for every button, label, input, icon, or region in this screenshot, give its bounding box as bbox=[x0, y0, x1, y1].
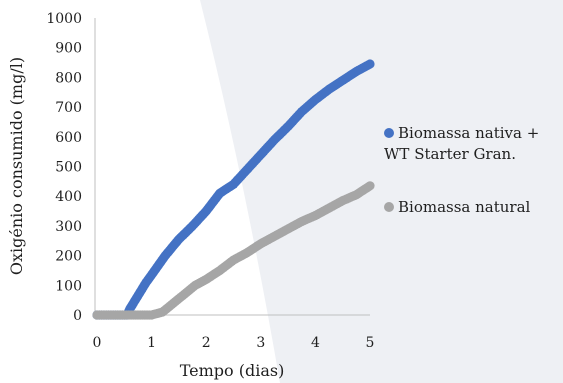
data-points bbox=[92, 59, 375, 320]
y-tick-label: 100 bbox=[55, 278, 82, 294]
y-axis-title: Oxigénio consumido (mg/l) bbox=[7, 57, 26, 275]
y-tick-labels: 0 100 200 300 400 500 600 700 800 900 1000 bbox=[46, 11, 82, 324]
x-tick-label: 3 bbox=[256, 335, 265, 351]
legend-marker bbox=[384, 128, 394, 138]
legend: Biomassa nativa + WT Starter Gran. Biomass… bbox=[384, 124, 539, 216]
x-tick-label: 5 bbox=[366, 335, 375, 351]
y-tick-label: 600 bbox=[55, 130, 82, 146]
data-point bbox=[365, 181, 375, 191]
x-tick-labels: 0 1 2 3 4 5 bbox=[93, 335, 375, 351]
x-axis-title: Tempo (dias) bbox=[180, 361, 285, 380]
x-tick-label: 0 bbox=[93, 335, 102, 351]
y-tick-label: 900 bbox=[55, 41, 82, 57]
legend-label: WT Starter Gran. bbox=[384, 145, 516, 163]
series-2-markers bbox=[92, 181, 375, 320]
y-tick-label: 300 bbox=[55, 219, 82, 235]
y-tick-label: 1000 bbox=[46, 11, 82, 27]
legend-label: Biomassa nativa + bbox=[398, 124, 539, 142]
y-tick-label: 200 bbox=[55, 249, 82, 265]
y-tick-label: 800 bbox=[55, 70, 82, 86]
legend-marker bbox=[384, 202, 394, 212]
y-tick-label: 700 bbox=[55, 100, 82, 116]
legend-label: Biomassa natural bbox=[398, 198, 531, 216]
x-tick-label: 4 bbox=[311, 335, 320, 351]
y-tick-label: 0 bbox=[73, 308, 82, 324]
data-point bbox=[365, 59, 375, 69]
y-tick-label: 400 bbox=[55, 189, 82, 205]
series-1-markers bbox=[92, 59, 375, 320]
x-tick-label: 1 bbox=[147, 335, 156, 351]
x-tick-label: 2 bbox=[202, 335, 211, 351]
y-tick-label: 500 bbox=[55, 160, 82, 176]
